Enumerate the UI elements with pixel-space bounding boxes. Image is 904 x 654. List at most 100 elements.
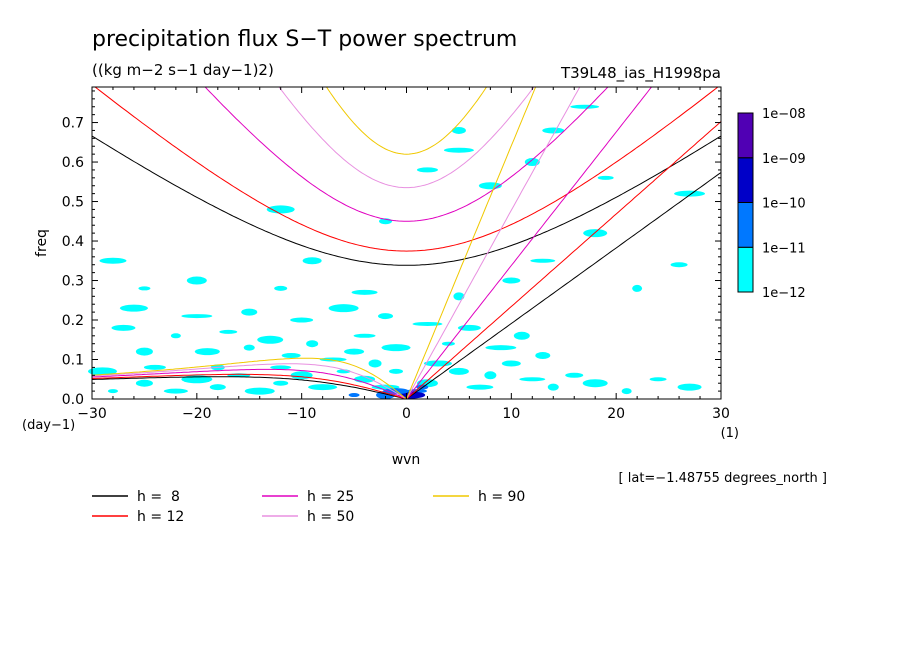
y-tick-label: 0.0: [62, 392, 84, 408]
spectral-patch: [266, 205, 295, 214]
y-tick-label: 0.2: [62, 313, 84, 329]
spectral-patch: [412, 321, 443, 326]
spectral-patch: [448, 367, 469, 375]
spectral-patch: [519, 377, 546, 382]
spectral-patch: [302, 257, 322, 265]
colorbar-label: 1e−09: [762, 152, 806, 167]
x-tick-label: −20: [182, 406, 212, 422]
legend-label: h = 50: [307, 509, 354, 525]
chart-title: precipitation flux S−T power spectrum: [92, 27, 517, 52]
run-label: T39L48_ias_H1998pa: [560, 64, 721, 83]
colorbar-swatch: [737, 202, 754, 248]
spectral-patch: [353, 333, 376, 338]
spectral-patch: [348, 393, 360, 398]
spectral-patch: [135, 379, 153, 387]
spectral-patch: [547, 383, 559, 391]
rossby-curve-h25: [92, 368, 407, 399]
rossby-curve-h90: [92, 357, 407, 399]
legend-label: h = 8: [137, 489, 180, 505]
spectral-patch: [186, 276, 207, 285]
y-axis: 0.0 0.1 0.2 0.3 0.4 0.5 0.6 0.7: [62, 90, 721, 408]
spectral-patch: [306, 340, 319, 348]
spectral-patch: [138, 286, 151, 291]
spectral-patch: [351, 289, 378, 295]
x-axis: −30 −20 −10 0 10 20 30: [77, 87, 730, 422]
legend-label: h = 12: [137, 509, 184, 525]
legend-label: h = 25: [307, 489, 354, 505]
x-tick-label: −10: [287, 406, 317, 422]
y-tick-label: 0.1: [62, 353, 84, 369]
spectral-patch: [135, 347, 153, 356]
colorbar-label: 1e−12: [762, 286, 806, 301]
spectral-patch: [378, 313, 394, 320]
spectral-patch: [308, 384, 338, 391]
spectral-patch: [451, 126, 466, 134]
plot-frame: [91, 86, 722, 400]
spectral-patch: [319, 357, 347, 362]
x-tick-label: 0: [402, 406, 411, 422]
dispersion-curves: [92, 87, 721, 399]
spectral-patch: [423, 360, 452, 367]
spectral-patch: [674, 190, 706, 197]
spectral-patch: [565, 372, 584, 378]
legend-label: h = 90: [478, 489, 525, 505]
y-tick-label: 0.4: [62, 234, 84, 250]
y-tick-label: 0.5: [62, 195, 84, 211]
y-axis-label: freq: [34, 229, 50, 257]
spectral-patch: [290, 371, 313, 380]
spectral-patch: [111, 324, 136, 331]
y-unit-label: (day−1): [22, 418, 75, 433]
inertia-gravity-curve-h90: [325, 87, 488, 155]
spectral-patch: [170, 333, 181, 339]
spectral-patch: [243, 344, 255, 351]
spectral-patch: [381, 344, 411, 352]
x-tick-label: −30: [77, 406, 107, 422]
spectral-patch: [542, 127, 565, 134]
kelvin-line-h25: [406, 87, 653, 399]
spectral-patch: [257, 335, 284, 344]
spectral-patch: [143, 364, 166, 370]
spectral-patch: [416, 167, 438, 173]
rossby-curve-h8: [92, 376, 407, 399]
spectral-patch: [328, 304, 359, 313]
legend: h = 8 h = 25 h = 90 h = 12 h = 50: [92, 489, 525, 525]
spectral-patch: [484, 371, 497, 380]
inertia-gravity-curve-h25: [204, 87, 609, 222]
spectral-patch: [241, 308, 258, 316]
spectral-patches: [87, 104, 706, 400]
spectral-patch: [466, 384, 494, 390]
x-unit-label: (1): [721, 426, 739, 441]
x-tick-label: 30: [712, 406, 730, 422]
colorbar-label: 1e−11: [762, 241, 806, 256]
rossby-curve-h50: [92, 363, 407, 399]
spectral-patch: [119, 304, 148, 312]
spectral-patch: [530, 258, 556, 263]
spectral-patch: [441, 341, 455, 346]
spectral-patch: [194, 348, 220, 356]
spectral-patch: [535, 352, 551, 360]
spectral-patch: [485, 345, 517, 351]
x-axis-label: wvn: [392, 452, 421, 468]
spectral-patch: [87, 367, 117, 376]
spectral-patch: [597, 175, 614, 180]
latitude-annotation: [ lat=−1.48755 degrees_north ]: [619, 471, 827, 486]
spectral-patch: [389, 368, 404, 374]
spectral-patch: [244, 387, 275, 395]
spectral-patch: [632, 284, 643, 292]
spectral-patch: [219, 329, 238, 334]
spectral-patch: [677, 383, 702, 391]
spectral-patch: [273, 380, 289, 386]
spectral-patch: [570, 104, 600, 109]
spectral-patch: [501, 360, 521, 367]
kelvin-line-h12: [406, 121, 721, 399]
spectral-patch: [290, 317, 314, 323]
kelvin-line-h50: [406, 87, 581, 399]
spectral-patch: [163, 388, 188, 394]
colorbar-label: 1e−08: [762, 107, 806, 122]
y-tick-label: 0.6: [62, 155, 84, 171]
colorbar-label: 1e−10: [762, 197, 806, 212]
kelvin-line-h8: [406, 172, 721, 399]
spectral-patch: [368, 359, 382, 368]
spectral-patch: [582, 379, 608, 388]
